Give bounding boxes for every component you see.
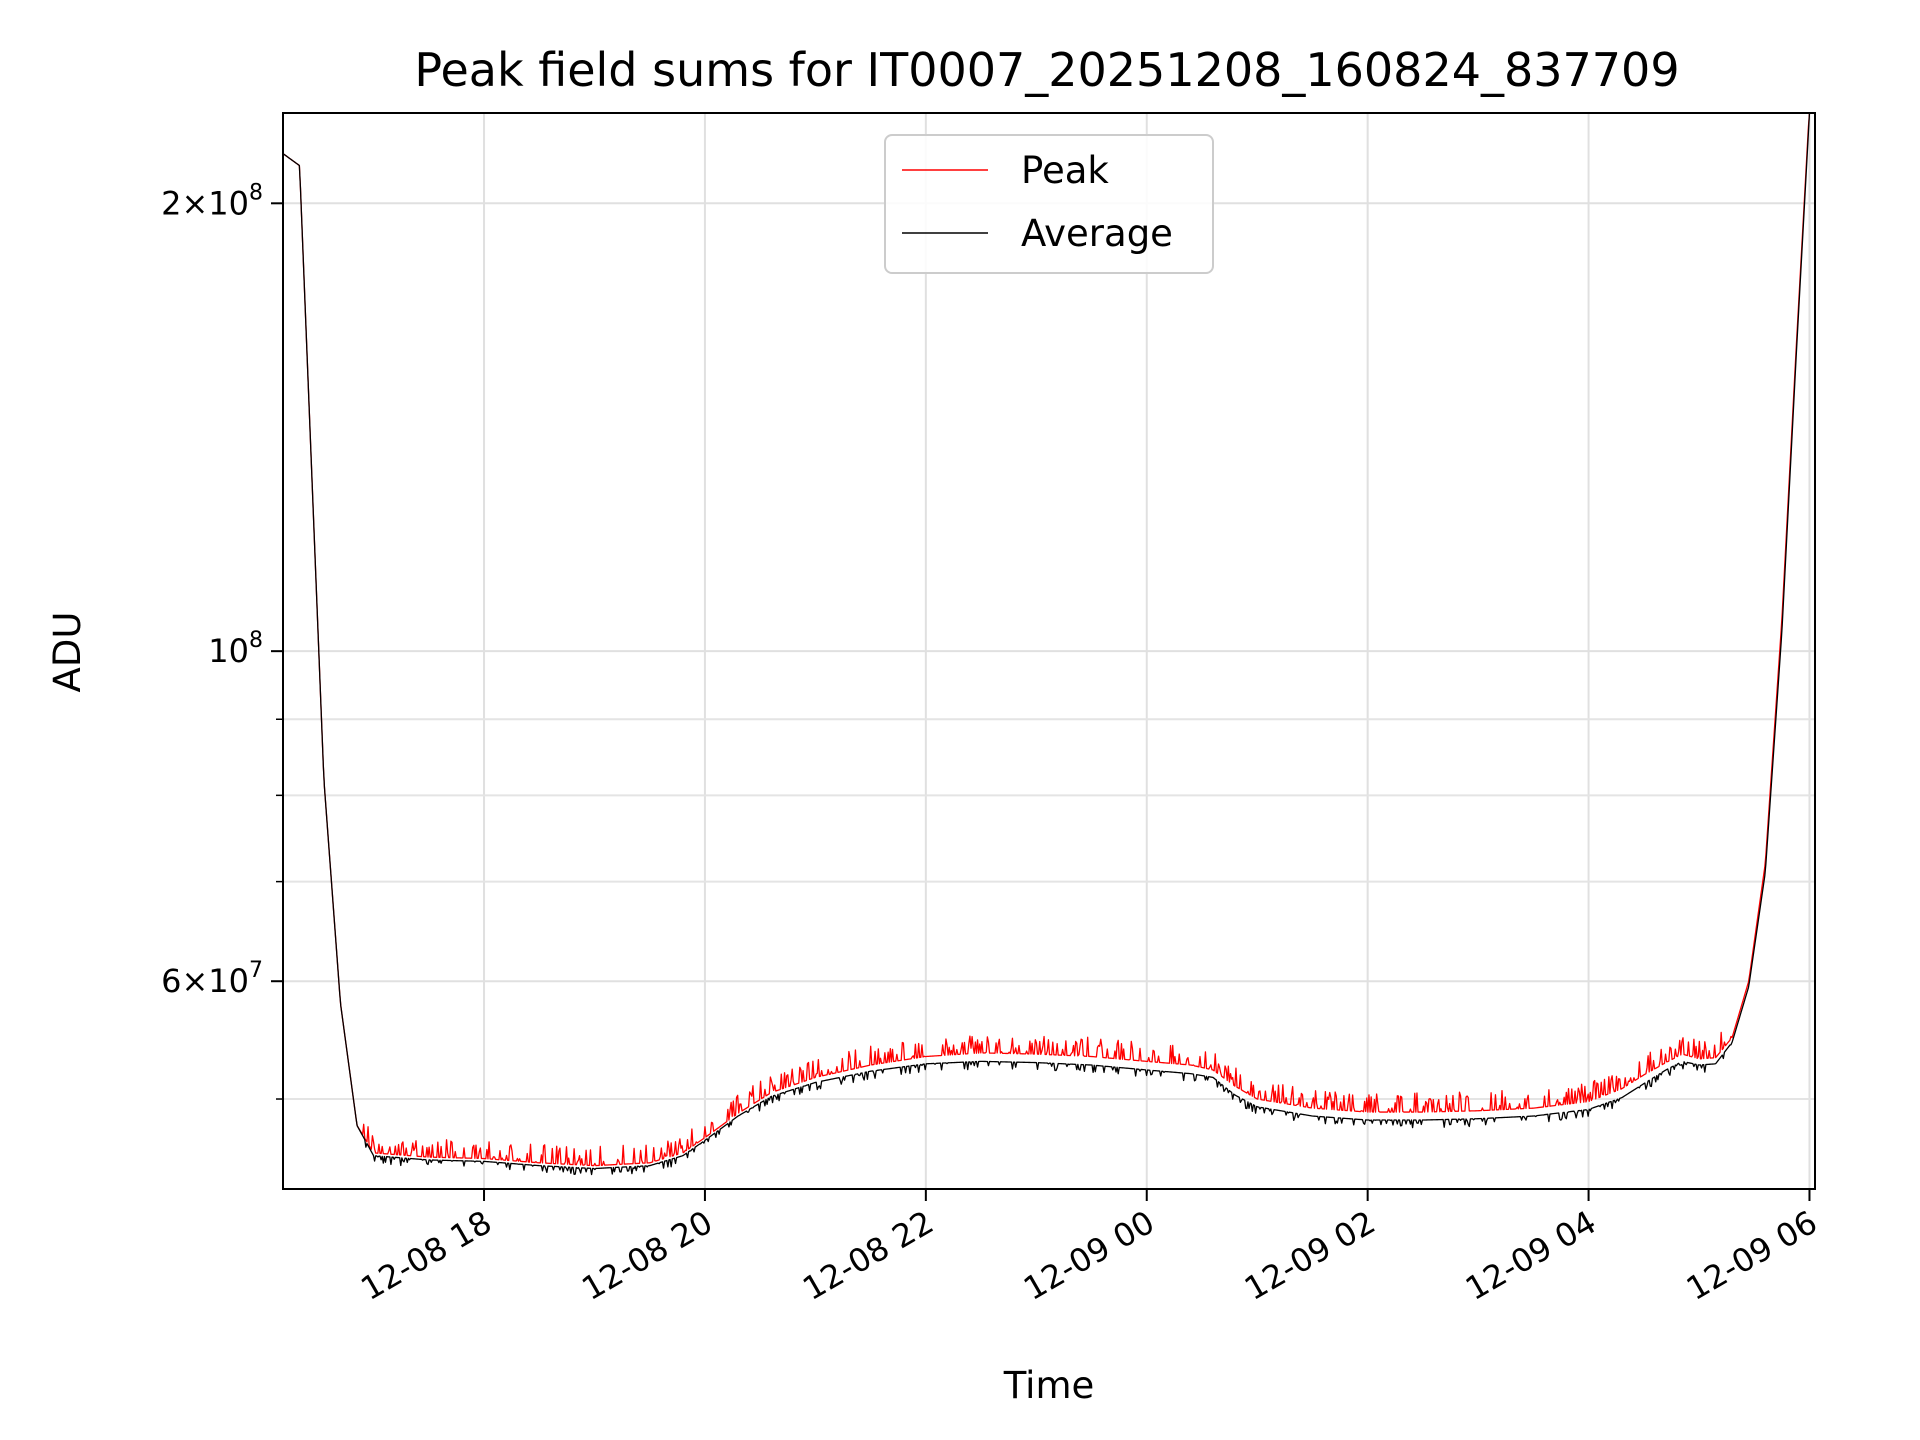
y-tick-label: 108 xyxy=(208,628,263,670)
legend-label-peak: Peak xyxy=(1021,149,1109,192)
chart-title: Peak field sums for IT0007_20251208_1608… xyxy=(414,43,1679,97)
series-line-average xyxy=(282,112,1811,1176)
grid xyxy=(283,113,1815,1189)
series-layer xyxy=(282,112,1811,1176)
legend: Peak Average xyxy=(884,134,1214,274)
y-tick-label: 6×107 xyxy=(161,958,263,1000)
series-line-peak xyxy=(282,112,1811,1167)
y-tick-label: 2×108 xyxy=(161,180,263,222)
x-axis-label: Time xyxy=(1003,1364,1095,1407)
legend-label-average: Average xyxy=(1021,212,1173,255)
y-axis-label: ADU xyxy=(46,612,89,693)
